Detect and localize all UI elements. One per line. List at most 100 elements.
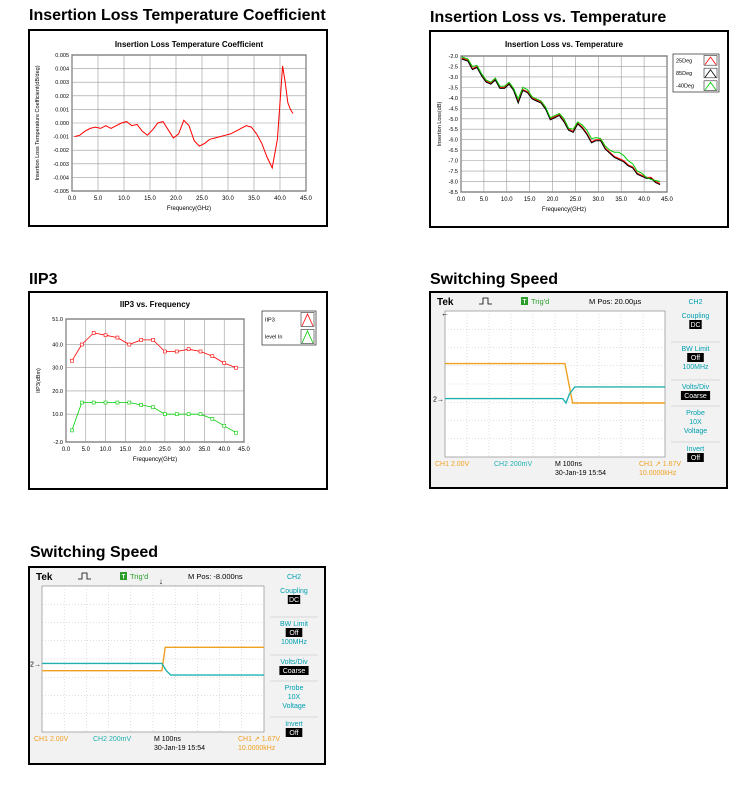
iip3-chart: IIP3 vs. Frequency 0.0 5.0 10.0 15.0 20.0 25.0… — [36, 300, 317, 463]
scope2-display: Tek T Trig'd M Pos: -8.000ns 2→ ↓ CH2 Coupling D… — [30, 572, 318, 752]
trigger-frequency: 10.0000kHz — [639, 470, 677, 477]
legend-swatch — [704, 81, 717, 91]
x-tick-label: 45.0 — [300, 196, 312, 202]
y-tick-label: 0.003 — [55, 80, 69, 86]
side-menu-label: 100MHz — [682, 364, 709, 371]
side-menu-value-box — [285, 728, 303, 737]
side-menu-title: CH2 — [688, 299, 702, 306]
data-point — [198, 412, 203, 416]
side-menu-value: DC — [690, 322, 700, 329]
y-tick-label: -2.5 — [449, 64, 458, 70]
side-menu-label: Voltage — [282, 703, 305, 710]
run-state-icon — [78, 572, 91, 580]
y-tick-label: -0.002 — [53, 148, 69, 154]
data-point — [210, 354, 215, 358]
x-tick-label: 35.0 — [248, 196, 260, 202]
x-tick-label: 25.0 — [570, 197, 582, 203]
scope-brand: Tek — [36, 572, 53, 583]
y-tick-label: 51.0 — [52, 317, 63, 323]
y-tick-label: -6.5 — [449, 148, 458, 154]
trigger-status: Trig'd — [130, 572, 148, 581]
x-tick-label: 0.0 — [62, 447, 71, 453]
plot-area — [65, 318, 245, 443]
iip3-chart-panel: IIP3 vs. Frequency 0.0 5.0 10.0 15.0 20.0 25.0… — [28, 291, 328, 490]
y-tick-label: 10.0 — [52, 412, 63, 418]
side-menu-title: CH2 — [287, 574, 301, 581]
trigger-status-icon — [521, 297, 528, 305]
data-point — [127, 342, 132, 347]
data-point — [222, 423, 227, 428]
side-menu-label: Invert — [687, 446, 705, 453]
timebase: M 100ns — [555, 461, 582, 468]
side-menu-value: Coarse — [684, 393, 707, 400]
legend-label: IIP3 — [265, 318, 275, 324]
trigger-status: Trig'd — [531, 297, 549, 306]
heading-sw1: Switching Speed — [430, 271, 559, 288]
x-axis-label: Frequency(GHz) — [133, 457, 177, 463]
data-point — [103, 333, 108, 338]
x-tick-label: 10.0 — [501, 197, 513, 203]
legend-swatch-box — [703, 80, 718, 91]
data-point — [174, 349, 179, 354]
legend-label: 25Deg — [676, 58, 692, 64]
side-menu-value: Coarse — [283, 668, 306, 675]
legend-swatch — [301, 313, 314, 327]
x-tick-label: 40.0 — [218, 447, 230, 453]
data-point — [222, 361, 227, 365]
ch1-scale: CH1 2.00V — [34, 736, 69, 743]
data-point — [115, 335, 120, 340]
ilt-chart-panel: Insertion Loss Temperature Coefficient 0.… — [28, 29, 328, 227]
side-menu-label: Coupling — [280, 588, 308, 595]
ilvt-chart: Insertion Loss vs. Temperature 0.0 5.0 10.0… — [437, 40, 720, 213]
legend-swatch-box — [300, 329, 315, 344]
legend-label: level In — [265, 335, 282, 341]
y-tick-label: -6.0 — [449, 138, 458, 144]
y-tick-label: 0.002 — [55, 94, 69, 100]
side-menu-label: Probe — [686, 410, 705, 417]
data-point — [70, 358, 74, 363]
side-menu-label: 10X — [288, 694, 301, 701]
x-tick-label: 10.0 — [100, 447, 112, 453]
side-menu-value-box — [285, 628, 303, 637]
y-tick-label: -2.0 — [449, 54, 458, 60]
side-menu-value-box — [689, 320, 702, 329]
x-tick-label: 20.0 — [170, 196, 182, 202]
x-tick-label: 5.0 — [480, 197, 489, 203]
side-menu-label: BW Limit — [280, 621, 308, 628]
data-point — [115, 400, 120, 405]
y-tick-label: -0.001 — [53, 135, 69, 141]
data-point — [186, 347, 191, 351]
y-tick-label: -5.0 — [449, 117, 458, 123]
side-menu-value: Off — [691, 455, 700, 462]
y-tick-label: 30.0 — [52, 366, 63, 372]
y-tick-label: -5.5 — [449, 127, 458, 133]
scope1-panel: Tek T Trig'd M Pos: 20.00µs 2→ ← CH2 Coupling DC… — [429, 291, 728, 489]
data-point — [151, 338, 155, 342]
y-tick-label: -3.0 — [449, 75, 458, 81]
scope1-display: Tek T Trig'd M Pos: 20.00µs 2→ ← CH2 Coupling DC… — [433, 297, 720, 477]
data-point — [198, 349, 203, 354]
y-tick-label: -8.0 — [449, 180, 458, 186]
side-menu-label: 10X — [689, 419, 702, 426]
trigger-position-marker: ↓ — [159, 577, 163, 586]
x-tick-label: 30.0 — [592, 197, 604, 203]
side-menu-value-box — [687, 453, 704, 462]
legend-label: -40Deg — [676, 84, 694, 90]
y-tick-label: -2.0 — [54, 440, 63, 446]
y-axis-label: Insertion Loss Temperature Coefficient(d… — [35, 65, 41, 180]
ilvt-chart-panel: Insertion Loss vs. Temperature 0.0 5.0 10.0… — [429, 30, 729, 228]
trigger-frequency: 10.0000kHz — [238, 745, 276, 752]
ch2-ground-marker: 2→ — [30, 661, 41, 668]
run-state-icon — [479, 297, 492, 305]
timebase: M 100ns — [154, 736, 181, 743]
timestamp: 30-Jan-19 15:54 — [555, 470, 606, 477]
y-tick-label: -4.0 — [449, 96, 458, 102]
trigger-status-icon-glyph: T — [122, 575, 126, 581]
legend-swatch — [704, 56, 717, 65]
data-point — [70, 428, 74, 433]
side-menu-label: Volts/Div — [280, 659, 308, 666]
data-point — [91, 331, 96, 335]
horizontal-position: M Pos: -8.000ns — [188, 572, 243, 581]
data-point — [163, 412, 167, 416]
x-tick-label: 30.0 — [179, 447, 191, 453]
